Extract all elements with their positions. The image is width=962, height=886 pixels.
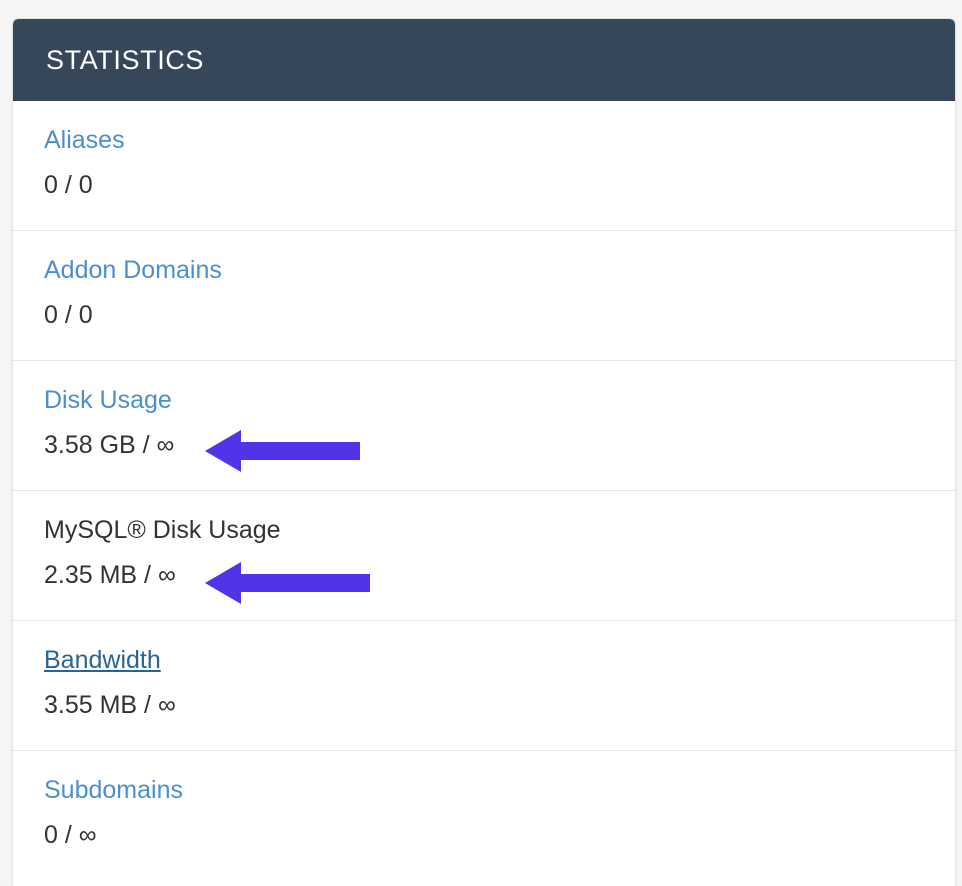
stat-value-aliases: 0 / 0 bbox=[44, 171, 93, 200]
stat-link-bandwidth[interactable]: Bandwidth bbox=[44, 646, 161, 674]
stat-value-disk-usage: 3.58 GB / ∞ bbox=[44, 431, 175, 460]
stat-row-aliases: Aliases 0 / 0 bbox=[13, 101, 955, 231]
stat-link-subdomains[interactable]: Subdomains bbox=[44, 776, 183, 804]
stat-value-mysql-disk-usage: 2.35 MB / ∞ bbox=[44, 561, 176, 590]
stat-label-mysql-disk-usage: MySQL® Disk Usage bbox=[44, 516, 281, 544]
stat-value-bandwidth: 3.55 MB / ∞ bbox=[44, 691, 176, 720]
stat-row-mysql-disk-usage: MySQL® Disk Usage 2.35 MB / ∞ bbox=[13, 491, 955, 621]
page-title: STATISTICS bbox=[46, 44, 205, 75]
stat-row-addon-domains: Addon Domains 0 / 0 bbox=[13, 231, 955, 361]
stat-link-aliases[interactable]: Aliases bbox=[44, 126, 125, 154]
statistics-list: Aliases 0 / 0 Addon Domains 0 / 0 Disk U… bbox=[13, 101, 955, 881]
statistics-card-header: STATISTICS bbox=[13, 19, 955, 101]
stat-value-addon-domains: 0 / 0 bbox=[44, 301, 93, 330]
stat-row-disk-usage: Disk Usage 3.58 GB / ∞ bbox=[13, 361, 955, 491]
stat-row-bandwidth: Bandwidth 3.55 MB / ∞ bbox=[13, 621, 955, 751]
stat-link-disk-usage[interactable]: Disk Usage bbox=[44, 386, 172, 414]
stat-link-addon-domains[interactable]: Addon Domains bbox=[44, 256, 222, 284]
statistics-card: STATISTICS Aliases 0 / 0 Addon Domains 0… bbox=[12, 18, 956, 886]
stat-row-subdomains: Subdomains 0 / ∞ bbox=[13, 751, 955, 881]
stat-value-subdomains: 0 / ∞ bbox=[44, 821, 97, 850]
